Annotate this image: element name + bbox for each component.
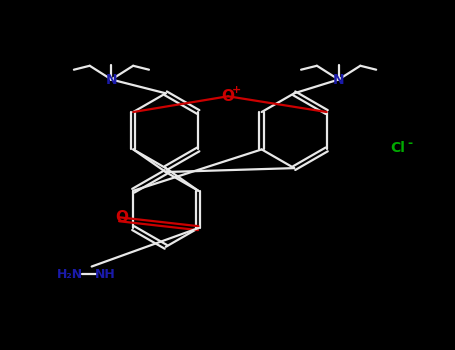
Text: O: O [222,89,234,104]
Text: O: O [115,210,128,225]
Text: +: + [232,85,242,95]
Text: Cl: Cl [390,141,405,155]
Text: N: N [333,72,344,86]
Text: -: - [407,137,412,150]
Text: NH: NH [95,268,116,281]
Text: H₂N: H₂N [57,268,83,281]
Text: N: N [106,72,117,86]
